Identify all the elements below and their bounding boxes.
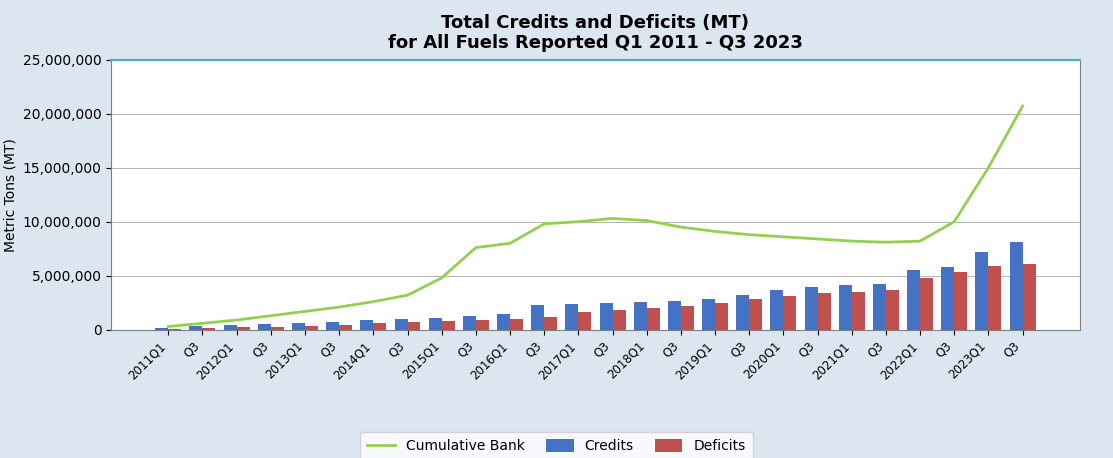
Bar	[258, 324, 270, 330]
Cumulative Bank	[196, 321, 209, 326]
Cumulative Bank	[230, 317, 244, 323]
Cumulative Bank	[742, 232, 756, 237]
Cumulative Bank	[674, 224, 688, 230]
Title: Total Credits and Deficits (MT)
for All Fuels Reported Q1 2011 - Q3 2023: Total Credits and Deficits (MT) for All …	[388, 14, 802, 52]
Bar	[189, 326, 203, 330]
Bar	[784, 296, 797, 330]
Bar	[736, 295, 749, 330]
Cumulative Bank	[640, 218, 653, 224]
Bar	[168, 329, 181, 330]
Bar	[907, 270, 920, 330]
Bar	[237, 327, 249, 330]
Cumulative Bank	[161, 324, 175, 329]
Bar	[224, 325, 237, 330]
Bar	[203, 327, 216, 330]
Bar	[463, 316, 476, 330]
Cumulative Bank	[947, 219, 961, 224]
Bar	[975, 252, 988, 330]
Cumulative Bank	[914, 238, 927, 244]
Cumulative Bank	[605, 216, 619, 221]
Bar	[770, 290, 784, 330]
Bar	[600, 303, 612, 330]
Bar	[1023, 264, 1035, 330]
Bar	[373, 323, 386, 330]
Bar	[633, 302, 647, 330]
Bar	[818, 293, 830, 330]
Cumulative Bank	[333, 304, 346, 310]
Cumulative Bank	[777, 234, 790, 240]
Bar	[920, 278, 933, 330]
Bar	[544, 317, 558, 330]
Line: Cumulative Bank: Cumulative Bank	[168, 106, 1023, 327]
Cumulative Bank	[366, 299, 380, 305]
Bar	[531, 305, 544, 330]
Cumulative Bank	[298, 309, 312, 314]
Cumulative Bank	[572, 219, 585, 224]
Cumulative Bank	[435, 275, 449, 281]
Bar	[579, 312, 591, 330]
Cumulative Bank	[982, 165, 995, 170]
Bar	[715, 303, 728, 330]
Bar	[510, 319, 523, 330]
Bar	[305, 326, 318, 330]
Bar	[476, 320, 489, 330]
Bar	[681, 306, 693, 330]
Bar	[407, 322, 421, 330]
Bar	[647, 308, 660, 330]
Y-axis label: Metric Tons (MT): Metric Tons (MT)	[3, 138, 17, 251]
Bar	[156, 327, 168, 330]
Cumulative Bank	[470, 245, 483, 251]
Cumulative Bank	[811, 236, 825, 242]
Bar	[805, 287, 818, 330]
Cumulative Bank	[1016, 103, 1030, 109]
Bar	[326, 322, 339, 330]
Bar	[612, 311, 626, 330]
Bar	[839, 285, 851, 330]
Cumulative Bank	[503, 240, 516, 246]
Bar	[702, 300, 715, 330]
Bar	[270, 327, 284, 330]
Bar	[565, 304, 579, 330]
Bar	[442, 321, 455, 330]
Bar	[292, 323, 305, 330]
Bar	[873, 284, 886, 330]
Cumulative Bank	[879, 240, 893, 245]
Bar	[851, 292, 865, 330]
Cumulative Bank	[845, 238, 858, 244]
Cumulative Bank	[401, 292, 414, 298]
Bar	[749, 300, 762, 330]
Bar	[668, 300, 681, 330]
Cumulative Bank	[708, 229, 721, 234]
Bar	[361, 320, 373, 330]
Bar	[942, 267, 954, 330]
Bar	[394, 319, 407, 330]
Cumulative Bank	[264, 313, 277, 318]
Cumulative Bank	[538, 221, 551, 227]
Bar	[988, 266, 1002, 330]
Bar	[1009, 242, 1023, 330]
Bar	[339, 325, 352, 330]
Bar	[429, 318, 442, 330]
Bar	[954, 273, 967, 330]
Bar	[886, 290, 899, 330]
Legend: Cumulative Bank, Credits, Deficits: Cumulative Bank, Credits, Deficits	[361, 432, 752, 458]
Bar	[498, 314, 510, 330]
